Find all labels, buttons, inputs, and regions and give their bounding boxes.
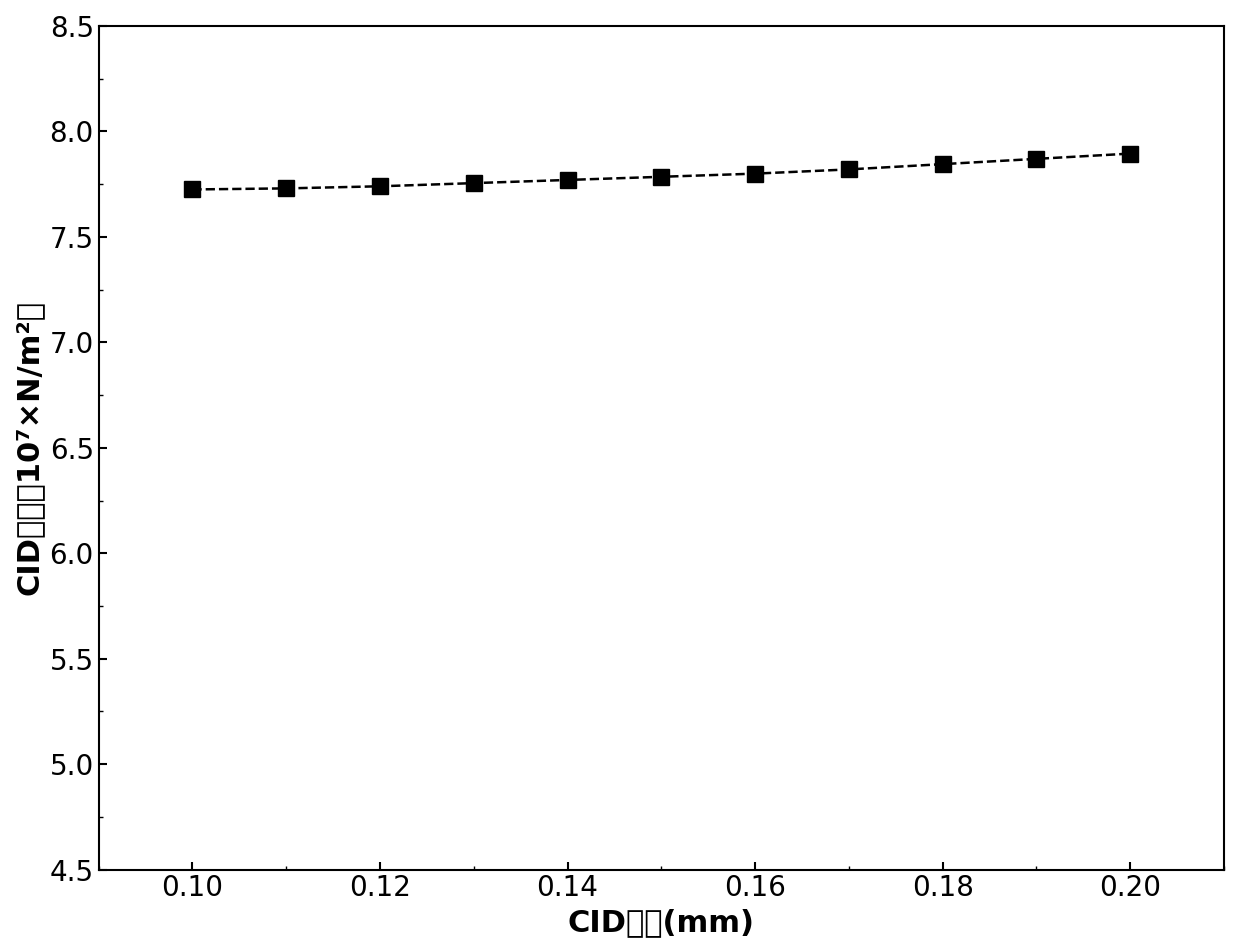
X-axis label: CID高度(mm): CID高度(mm)	[567, 908, 755, 937]
Y-axis label: CID应力（10⁷×N/m²）: CID应力（10⁷×N/m²）	[15, 300, 45, 595]
